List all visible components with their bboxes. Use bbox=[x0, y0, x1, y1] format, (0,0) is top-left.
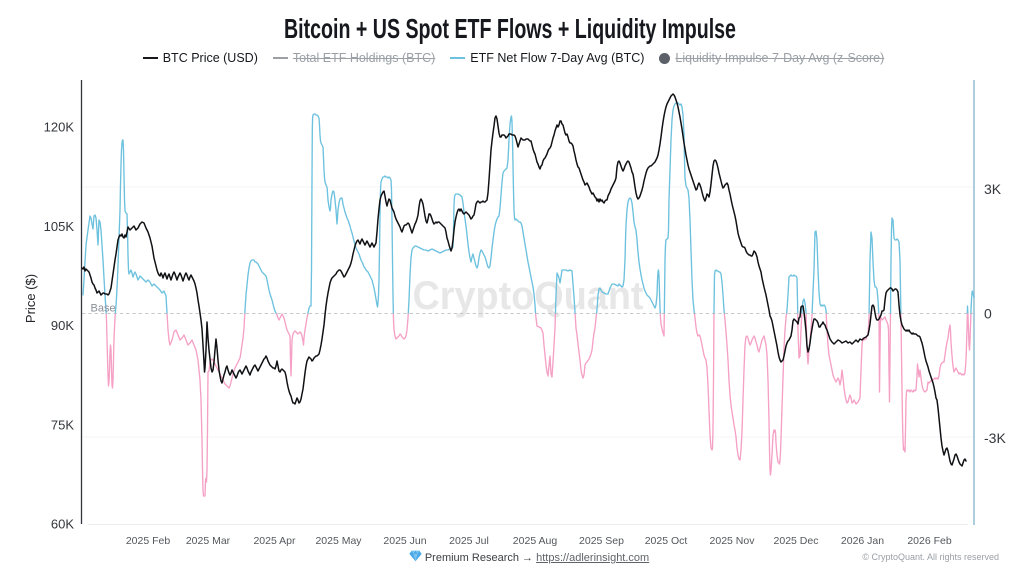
svg-text:2026 Feb: 2026 Feb bbox=[907, 535, 952, 547]
svg-text:75K: 75K bbox=[51, 418, 74, 433]
svg-text:2025 Sep: 2025 Sep bbox=[579, 535, 624, 547]
svg-text:2025 Oct: 2025 Oct bbox=[645, 535, 688, 547]
svg-text:2025 May: 2025 May bbox=[315, 535, 362, 547]
svg-text:120K: 120K bbox=[44, 120, 75, 135]
svg-text:2025 Jun: 2025 Jun bbox=[383, 535, 426, 547]
svg-text:90K: 90K bbox=[51, 318, 74, 333]
svg-text:105K: 105K bbox=[44, 219, 75, 234]
svg-text:2025 Nov: 2025 Nov bbox=[710, 535, 756, 547]
svg-text:60K: 60K bbox=[51, 517, 74, 532]
svg-text:2025 Apr: 2025 Apr bbox=[253, 535, 296, 547]
svg-text:Base: Base bbox=[91, 303, 116, 315]
svg-text:2025 Feb: 2025 Feb bbox=[126, 535, 171, 547]
svg-text:0: 0 bbox=[984, 306, 992, 322]
svg-text:3K: 3K bbox=[984, 181, 1002, 197]
svg-text:Price ($): Price ($) bbox=[23, 274, 38, 323]
svg-text:-3K: -3K bbox=[984, 430, 1006, 446]
svg-text:2026 Jan: 2026 Jan bbox=[841, 535, 884, 547]
svg-text:2025 Jul: 2025 Jul bbox=[449, 535, 489, 547]
svg-text:2025 Aug: 2025 Aug bbox=[513, 535, 558, 547]
svg-text:2025 Dec: 2025 Dec bbox=[774, 535, 819, 547]
svg-text:2025 Mar: 2025 Mar bbox=[186, 535, 231, 547]
